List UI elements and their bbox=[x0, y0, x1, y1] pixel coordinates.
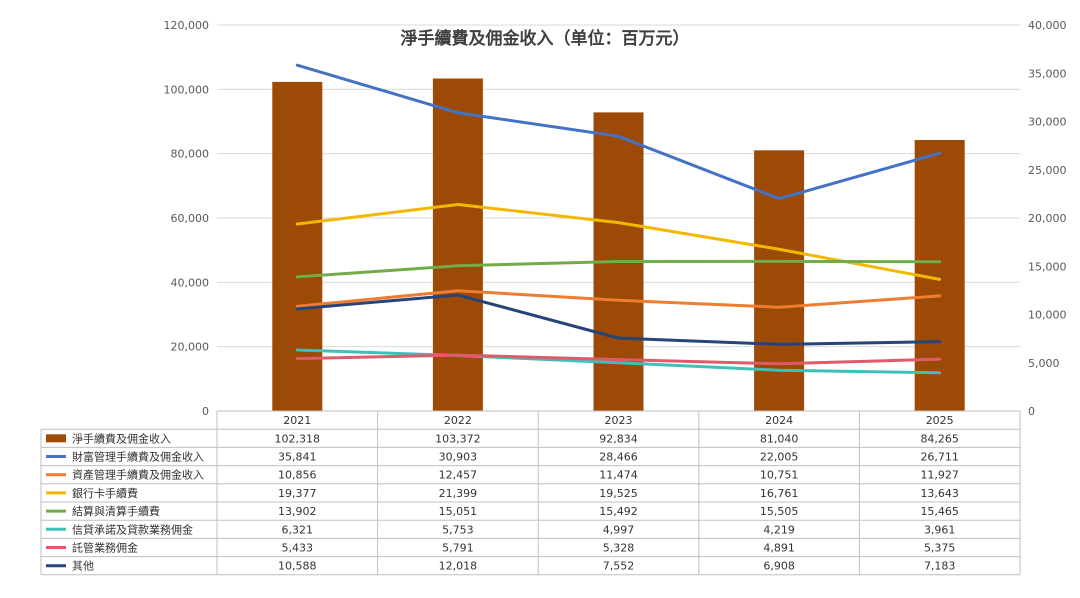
table-cell-value: 13,902 bbox=[278, 505, 317, 518]
right-axis-tick-label: 25,000 bbox=[1028, 164, 1067, 177]
table-cell-value: 21,399 bbox=[439, 487, 478, 500]
table-cell-value: 12,018 bbox=[439, 560, 478, 573]
series-name: 淨手續費及佣金收入 bbox=[72, 431, 171, 445]
table-cell-value: 5,433 bbox=[282, 542, 314, 555]
category-label: 2024 bbox=[765, 414, 793, 427]
data-table: 2021 2022 2023 2024 2025 淨手續費及佣金收入 102,318 103,… bbox=[40, 410, 1021, 576]
table-cell-value: 35,841 bbox=[278, 451, 317, 464]
table-cell-value: 15,051 bbox=[439, 505, 478, 518]
table-cell-value: 16,761 bbox=[760, 487, 799, 500]
table-cell-value: 81,040 bbox=[760, 432, 799, 445]
category-label: 2025 bbox=[926, 414, 954, 427]
series-name: 其他 bbox=[72, 560, 94, 573]
table-cell-value: 19,525 bbox=[599, 487, 638, 500]
series-line-7 bbox=[295, 293, 942, 346]
right-axis-tick-label: 40,000 bbox=[1028, 19, 1067, 32]
right-axis-tick-label: 30,000 bbox=[1028, 116, 1067, 129]
category-label: 2021 bbox=[283, 414, 311, 427]
right-axis-tick-label: 0 bbox=[1028, 405, 1035, 418]
series-line-5 bbox=[295, 348, 942, 375]
category-label: 2022 bbox=[444, 414, 472, 427]
table-cell-value: 28,466 bbox=[599, 451, 638, 464]
table-cell-value: 6,908 bbox=[763, 560, 795, 573]
table-cell-value: 4,997 bbox=[603, 523, 635, 536]
bar-2022 bbox=[432, 78, 483, 412]
right-axis-tick-label: 5,000 bbox=[1028, 357, 1060, 370]
table-cell-value: 5,791 bbox=[442, 542, 474, 555]
series-line-2 bbox=[295, 289, 942, 309]
series-name: 資產管理手續費及佣金收入 bbox=[72, 468, 204, 482]
table-cell-value: 6,321 bbox=[282, 523, 314, 536]
right-axis-tick-label: 35,000 bbox=[1028, 67, 1067, 80]
table-cell-value: 103,372 bbox=[435, 432, 481, 445]
left-axis: 0 20,000 40,000 60,000 80,000 100,000 120,000 bbox=[164, 19, 210, 418]
table-cell-value: 7,183 bbox=[924, 560, 956, 573]
table-cell-value: 10,588 bbox=[278, 560, 317, 573]
table-cell-value: 13,643 bbox=[920, 487, 959, 500]
table-cell-value: 92,834 bbox=[599, 432, 638, 445]
left-axis-tick-label: 60,000 bbox=[171, 212, 210, 225]
table-cell-value: 11,927 bbox=[920, 469, 959, 482]
category-label: 2023 bbox=[605, 414, 633, 427]
table-cell-value: 22,005 bbox=[760, 451, 799, 464]
right-axis-tick-label: 20,000 bbox=[1028, 212, 1067, 225]
series-line-1 bbox=[295, 63, 942, 201]
series-name: 結算與清算手續費 bbox=[72, 504, 160, 518]
table-cell-value: 10,751 bbox=[760, 469, 799, 482]
table-cell-value: 15,465 bbox=[920, 505, 959, 518]
right-axis-tick-label: 15,000 bbox=[1028, 260, 1067, 273]
table-cell-value: 102,318 bbox=[275, 432, 321, 445]
series-name: 銀行卡手續費 bbox=[72, 486, 138, 500]
table-cell-value: 30,903 bbox=[439, 451, 478, 464]
series-line-4 bbox=[295, 259, 942, 279]
series-name: 財富管理手續費及佣金收入 bbox=[72, 450, 204, 464]
table-cell-value: 3,961 bbox=[924, 523, 956, 536]
series-name: 託管業務佣金 bbox=[72, 541, 138, 555]
series-line-3 bbox=[295, 202, 942, 281]
right-axis-tick-label: 10,000 bbox=[1028, 309, 1067, 322]
table-cell-value: 11,474 bbox=[599, 469, 638, 482]
table-cell-value: 4,891 bbox=[763, 542, 795, 555]
right-axis: 0 5,000 10,000 15,000 20,000 25,000 30,000 35,0… bbox=[1028, 19, 1067, 418]
table-cell-value: 84,265 bbox=[920, 432, 959, 445]
left-axis-tick-label: 100,000 bbox=[164, 83, 210, 96]
table-cell-value: 12,457 bbox=[439, 469, 478, 482]
table-cell-value: 26,711 bbox=[920, 451, 959, 464]
legend-key bbox=[46, 434, 66, 443]
table-cell-value: 4,219 bbox=[763, 523, 795, 536]
table-cell-value: 5,375 bbox=[924, 542, 956, 555]
left-axis-tick-label: 80,000 bbox=[171, 148, 210, 161]
chart-title: 淨手續費及佣金收入（单位：百万元） bbox=[401, 28, 690, 49]
table-cell-value: 7,552 bbox=[603, 560, 635, 573]
table-cell-value: 15,505 bbox=[760, 505, 799, 518]
bar-2021 bbox=[272, 81, 323, 411]
left-axis-tick-label: 20,000 bbox=[171, 341, 210, 354]
table-cell-value: 19,377 bbox=[278, 487, 317, 500]
table-cell-value: 15,492 bbox=[599, 505, 638, 518]
table-cell-value: 5,753 bbox=[442, 523, 474, 536]
left-axis-tick-label: 40,000 bbox=[171, 276, 210, 289]
line-series bbox=[295, 63, 942, 375]
left-axis-tick-label: 0 bbox=[202, 405, 209, 418]
table-cell-value: 10,856 bbox=[278, 469, 317, 482]
series-line-6 bbox=[295, 353, 942, 366]
table-cell-value: 5,328 bbox=[603, 542, 635, 555]
left-axis-tick-label: 120,000 bbox=[164, 19, 210, 32]
series-name: 信貸承諾及貸款業務佣金 bbox=[72, 522, 193, 536]
